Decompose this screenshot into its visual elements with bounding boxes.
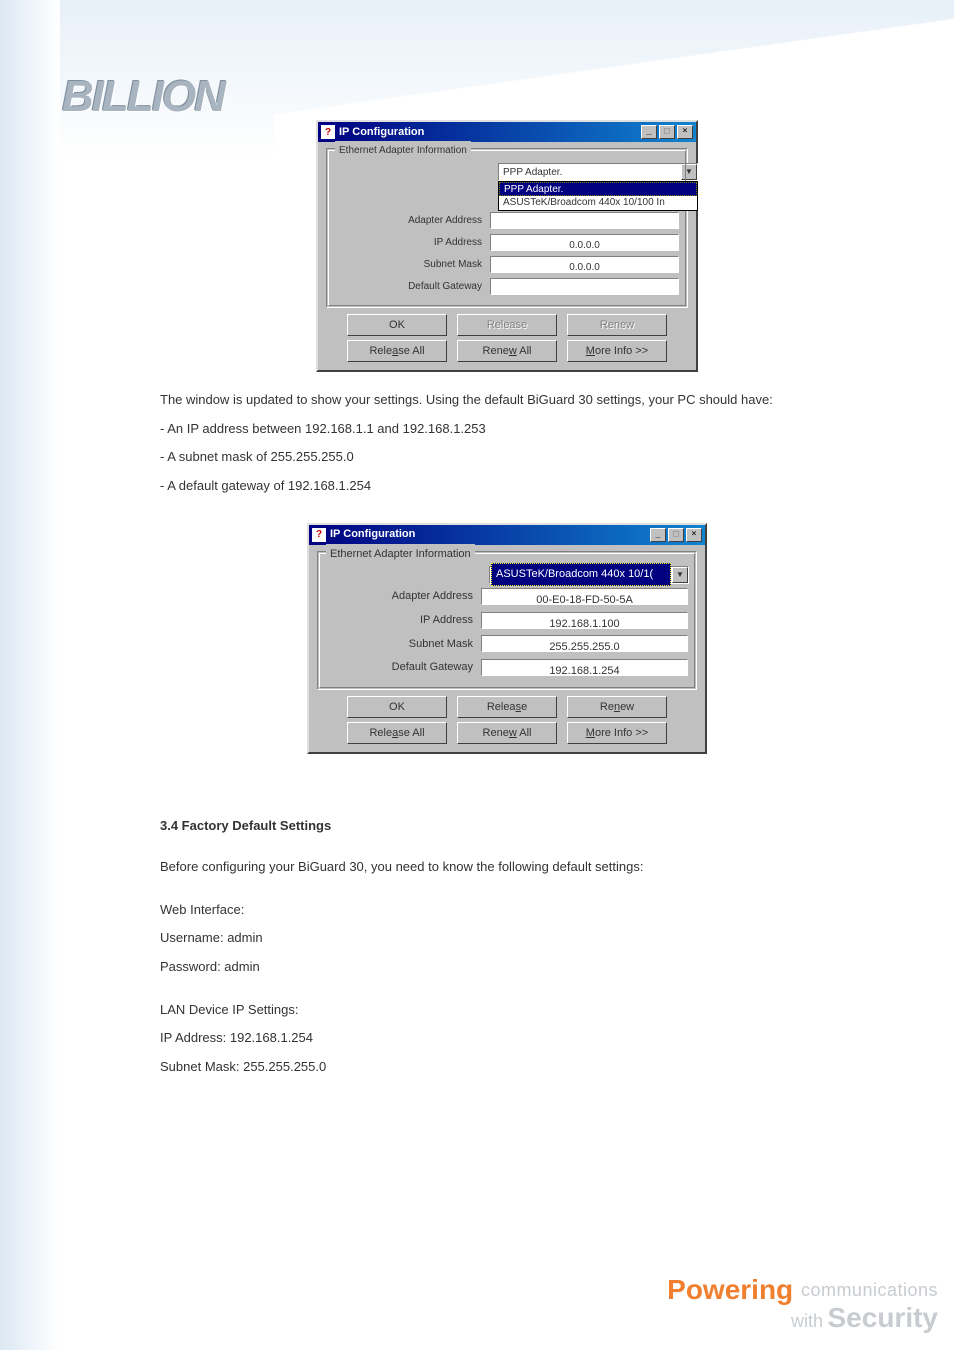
field-row: Subnet Mask 255.255.255.0	[326, 634, 688, 655]
default-gateway-value	[490, 278, 679, 295]
adapter-dropdown[interactable]: ASUSTeK/Broadcom 440x 10/1( ▼	[489, 566, 689, 584]
paragraph: The window is updated to show your setti…	[160, 388, 854, 413]
groupbox-title: Ethernet Adapter Information	[326, 544, 475, 565]
ip-address-value: 0.0.0.0	[490, 234, 679, 251]
release-all-button[interactable]: Release All	[347, 722, 447, 744]
dropdown-list[interactable]: PPP Adapter. ASUSTeK/Broadcom 440x 10/10…	[498, 181, 698, 211]
adapter-dropdown[interactable]: PPP Adapter. ▼ PPP Adapter. ASUSTeK/Broa…	[498, 163, 698, 181]
web-interface-heading: Web Interface:	[160, 898, 854, 923]
close-button[interactable]: ×	[677, 125, 693, 139]
footer-word-powering: Powering	[667, 1274, 793, 1305]
renew-button[interactable]: Renew	[567, 696, 667, 718]
button-row: OK Release Renew	[309, 692, 705, 722]
renew-all-button[interactable]: Renew All	[457, 340, 557, 362]
minimize-button[interactable]: _	[641, 125, 657, 139]
titlebar: ? IP Configuration _ □ ×	[309, 525, 705, 545]
subnet-mask-label: Subnet Mask	[335, 255, 490, 274]
ip-address-label: IP Address	[326, 610, 481, 631]
window-title: IP Configuration	[339, 122, 639, 143]
paragraph: Before configuring your BiGuard 30, you …	[160, 855, 854, 880]
logo-text: BILLION	[62, 72, 224, 121]
button-row: Release All Renew All More Info >>	[309, 722, 705, 752]
footer-word-security: Security	[828, 1302, 939, 1333]
subnet-mask-value: 0.0.0.0	[490, 256, 679, 273]
button-row: OK Release Renew	[318, 310, 696, 340]
default-gateway-label: Default Gateway	[335, 277, 490, 296]
field-row: IP Address 0.0.0.0	[335, 233, 679, 252]
adapter-info-groupbox: Ethernet Adapter Information ASUSTeK/Bro…	[317, 551, 697, 691]
field-row: Default Gateway	[335, 277, 679, 296]
ip-address-value: 192.168.1.100	[481, 612, 688, 629]
page-content: ? IP Configuration _ □ × Ethernet Adapte…	[160, 120, 854, 1084]
password-line: Password: admin	[160, 955, 854, 980]
renew-all-button[interactable]: Renew All	[457, 722, 557, 744]
field-row: Default Gateway 192.168.1.254	[326, 657, 688, 678]
release-button-label: Release	[487, 315, 527, 336]
subnet-mask-label: Subnet Mask	[326, 634, 481, 655]
lan-ip-line: IP Address: 192.168.1.254	[160, 1026, 854, 1051]
maximize-button: □	[668, 528, 684, 542]
button-row: Release All Renew All More Info >>	[318, 340, 696, 370]
app-icon: ?	[321, 125, 335, 139]
field-row: Subnet Mask 0.0.0.0	[335, 255, 679, 274]
default-gateway-value: 192.168.1.254	[481, 659, 688, 676]
ip-config-dialog-2: ? IP Configuration _ □ × Ethernet Adapte…	[307, 523, 707, 755]
footer-word-communications: communications	[801, 1280, 938, 1300]
dropdown-selected-text: ASUSTeK/Broadcom 440x 10/1(	[491, 563, 671, 586]
release-all-button[interactable]: Release All	[347, 340, 447, 362]
field-row: Adapter Address 00-E0-18-FD-50-5A	[326, 586, 688, 607]
release-button: Release	[457, 314, 557, 336]
lan-mask-line: Subnet Mask: 255.255.255.0	[160, 1055, 854, 1080]
minimize-button[interactable]: _	[650, 528, 666, 542]
bullet-line: - An IP address between 192.168.1.1 and …	[160, 417, 854, 442]
more-info-button[interactable]: More Info >>	[567, 722, 667, 744]
subnet-mask-value: 255.255.255.0	[481, 635, 688, 652]
default-gateway-label: Default Gateway	[326, 657, 481, 678]
adapter-address-value: 00-E0-18-FD-50-5A	[481, 588, 688, 605]
footer-word-with: with	[791, 1311, 823, 1331]
chevron-down-icon[interactable]: ▼	[681, 164, 697, 180]
adapter-address-value	[490, 212, 679, 229]
dropdown-option[interactable]: ASUSTeK/Broadcom 440x 10/100 In	[499, 196, 697, 210]
maximize-button: □	[659, 125, 675, 139]
titlebar: ? IP Configuration _ □ ×	[318, 122, 696, 142]
lan-settings-heading: LAN Device IP Settings:	[160, 998, 854, 1023]
groupbox-title: Ethernet Adapter Information	[335, 141, 471, 160]
dropdown-selected-text: PPP Adapter.	[499, 163, 681, 182]
adapter-info-groupbox: Ethernet Adapter Information PPP Adapter…	[326, 148, 688, 308]
field-row: IP Address 192.168.1.100	[326, 610, 688, 631]
renew-button-label: Renew	[600, 315, 634, 336]
chevron-down-icon[interactable]: ▼	[672, 567, 688, 583]
ok-button[interactable]: OK	[347, 696, 447, 718]
window-title: IP Configuration	[330, 524, 648, 545]
field-row: Adapter Address	[335, 211, 679, 230]
adapter-address-label: Adapter Address	[335, 211, 490, 230]
app-icon: ?	[312, 528, 326, 542]
username-line: Username: admin	[160, 926, 854, 951]
billion-logo: BILLION	[62, 72, 224, 122]
bullet-line: - A default gateway of 192.168.1.254	[160, 474, 854, 499]
close-button[interactable]: ×	[686, 528, 702, 542]
renew-button: Renew	[567, 314, 667, 336]
section-heading: 3.4 Factory Default Settings	[160, 814, 854, 839]
ip-config-dialog-1: ? IP Configuration _ □ × Ethernet Adapte…	[316, 120, 698, 372]
footer-watermark: Powering communications with Security	[667, 1276, 938, 1332]
dropdown-option[interactable]: PPP Adapter.	[499, 182, 697, 196]
left-gradient-bar	[0, 0, 60, 1350]
ok-button[interactable]: OK	[347, 314, 447, 336]
release-button[interactable]: Release	[457, 696, 557, 718]
adapter-address-label: Adapter Address	[326, 586, 481, 607]
ip-address-label: IP Address	[335, 233, 490, 252]
more-info-button[interactable]: More Info >>	[567, 340, 667, 362]
bullet-line: - A subnet mask of 255.255.255.0	[160, 445, 854, 470]
